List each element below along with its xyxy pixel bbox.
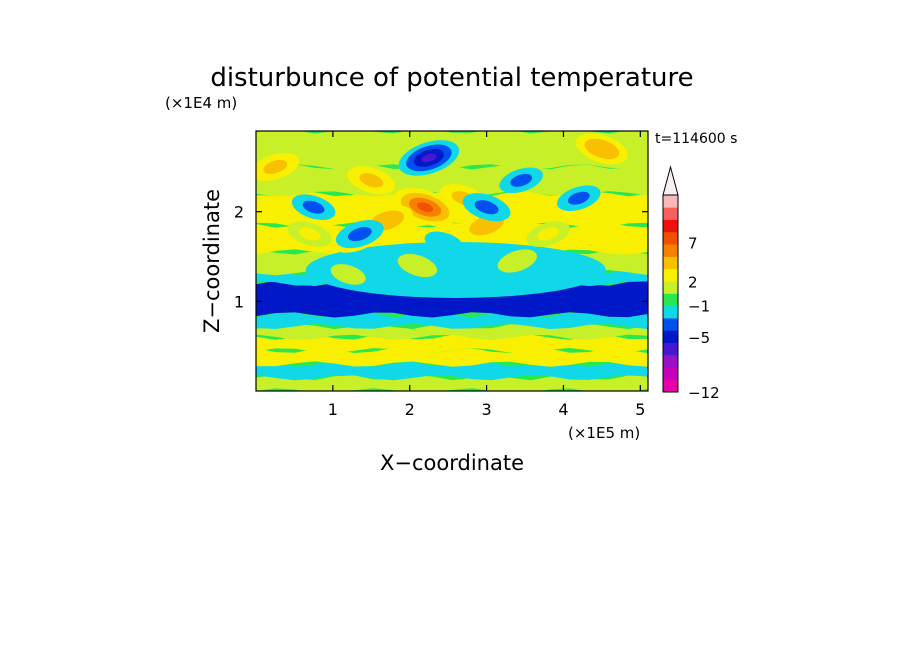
- x-tick-label: 4: [558, 400, 568, 419]
- colorbar-label: −5: [688, 329, 710, 347]
- colorbar-segment: [663, 293, 678, 307]
- colorbar-segment: [663, 379, 678, 393]
- y-tick-label: 2: [234, 203, 244, 222]
- plot-frame: [255, 130, 649, 392]
- field-feature: [263, 159, 288, 174]
- colorbar-extend-arrow: [662, 165, 679, 196]
- field-band: [256, 348, 648, 367]
- colorbar-segment: [663, 268, 678, 282]
- x-axis: 1 2 3 4 5: [328, 131, 645, 419]
- x-axis-label: X−coordinate: [380, 451, 524, 475]
- temperature-field: [256, 131, 648, 391]
- colorbar-segment: [663, 207, 678, 220]
- colorbar-segment: [663, 342, 678, 356]
- colorbar-label: 7: [688, 234, 698, 252]
- field-feature: [424, 231, 464, 255]
- colorbar-segment: [663, 256, 678, 270]
- field-feature: [537, 227, 559, 241]
- y-axis-label: Z−coordinate: [200, 189, 224, 333]
- colorbar-label: −1: [688, 297, 710, 315]
- field-feature: [330, 264, 366, 285]
- colorbar-segment: [663, 367, 678, 380]
- x-tick-label: 3: [481, 400, 491, 419]
- colorbar-segment: [663, 330, 678, 344]
- field-band: [256, 374, 648, 391]
- colorbar-label: −12: [688, 384, 720, 402]
- colorbar: −12−5−127: [662, 165, 720, 402]
- colorbar-segment: [663, 195, 678, 208]
- field-feature: [593, 143, 611, 155]
- colorbar-segment: [663, 318, 678, 331]
- x-unit-label: (×1E5 m): [568, 424, 640, 442]
- colorbar-segment: [663, 355, 678, 368]
- chart-title: disturbunce of potential temperature: [210, 63, 693, 93]
- x-tick-label: 1: [328, 400, 338, 419]
- x-tick-label: 2: [405, 400, 415, 419]
- field-feature: [421, 153, 437, 163]
- time-label: t=114600 s: [655, 131, 737, 147]
- field-feature: [497, 249, 537, 273]
- y-tick-label: 1: [234, 292, 244, 311]
- field-feature: [417, 202, 434, 212]
- field-band: [256, 312, 648, 330]
- field-feature: [567, 191, 590, 205]
- field-feature: [397, 253, 438, 278]
- field-feature: [474, 200, 499, 215]
- field-feature: [359, 173, 384, 188]
- field-feature: [477, 219, 496, 231]
- field-feature: [302, 200, 325, 214]
- colorbar-segment: [663, 244, 678, 257]
- y-unit-label: (×1E4 m): [165, 94, 237, 112]
- colorbar-label: 2: [688, 274, 698, 292]
- field-feature: [510, 173, 533, 187]
- colorbar-segment: [663, 231, 678, 245]
- colorbar-segment: [663, 219, 678, 233]
- x-tick-label: 5: [635, 400, 645, 419]
- plot-area: [255, 130, 649, 392]
- field-feature: [347, 227, 372, 242]
- field-band: [256, 334, 648, 354]
- field-feature: [378, 215, 396, 226]
- colorbar-segment: [663, 281, 678, 294]
- field-feature: [298, 227, 321, 241]
- y-axis: 12: [234, 203, 648, 311]
- colorbar-segment: [663, 305, 678, 319]
